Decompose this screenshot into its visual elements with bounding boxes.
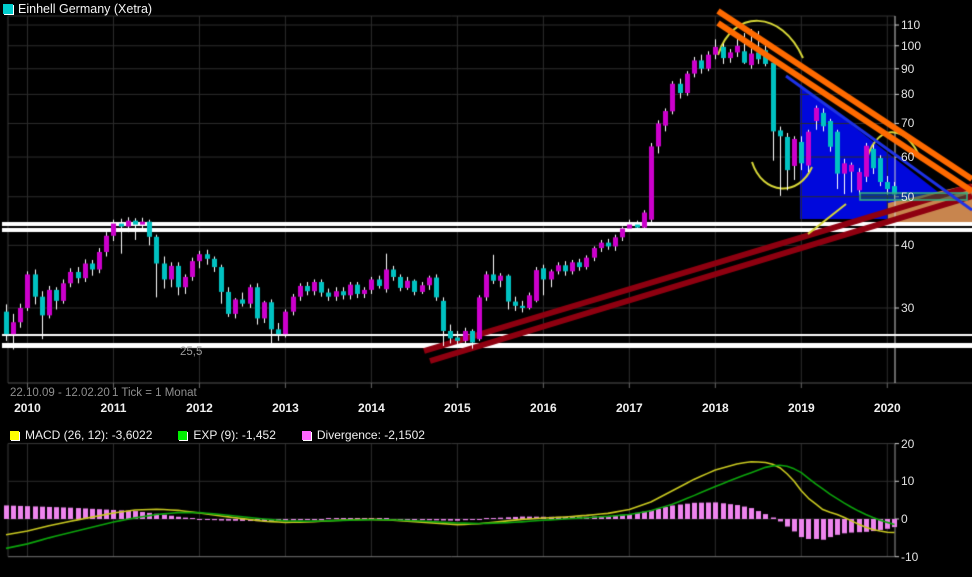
legend-exp-label: EXP (9): -1,452	[193, 428, 276, 442]
year-axis-label: 2020	[873, 401, 901, 415]
macd-swatch-icon	[10, 430, 19, 440]
date-range-label: 22.10.09 - 12.02.20	[10, 387, 110, 399]
year-axis-label: 2017	[615, 401, 643, 415]
tick-interval-label: 1 Tick = 1 Monat	[112, 387, 197, 399]
legend-item-macd: MACD (26, 12): -3,6022	[10, 428, 152, 442]
legend-item-exp: EXP (9): -1,452	[178, 428, 276, 442]
year-axis-label: 2016	[530, 401, 557, 415]
price-axis-label: 90	[901, 61, 915, 76]
macd-axis-label: -10	[901, 549, 919, 564]
macd-axis-label: 10	[901, 474, 915, 489]
year-axis-label: 2019	[787, 401, 815, 415]
price-axis-label: 40	[901, 238, 915, 253]
price-axis-label: 50	[901, 189, 915, 204]
instrument-marker-icon	[3, 4, 13, 14]
legend-macd-label: MACD (26, 12): -3,6022	[25, 428, 153, 442]
price-axis-label: 110	[901, 18, 921, 33]
year-axis-label: 2015	[444, 401, 471, 415]
macd-axis-label: 0	[901, 512, 908, 526]
price-axis-label: 80	[901, 87, 915, 102]
price-axis-label: 60	[901, 150, 915, 165]
year-axis-label: 2013	[272, 401, 299, 415]
exp-swatch-icon	[178, 430, 188, 440]
price-axis-label: 100	[901, 38, 922, 53]
legend-divergence-label: Divergence: -2,1502	[316, 428, 425, 442]
macd-legend: MACD (26, 12): -3,6022 EXP (9): -1,452 D…	[10, 428, 425, 442]
divergence-swatch-icon	[301, 430, 311, 440]
chart-title-bar: Einhell Germany (Xetra)	[3, 2, 152, 16]
year-axis-label: 2011	[100, 401, 127, 415]
price-axis-label: 30	[901, 301, 915, 315]
year-axis-label: 2014	[358, 401, 385, 415]
macd-axis-label: 20	[901, 436, 915, 451]
year-axis-label: 2010	[14, 401, 41, 415]
support-price-label: 25,5	[180, 346, 203, 358]
year-axis-label: 2012	[186, 401, 213, 415]
page-title: Einhell Germany (Xetra)	[18, 2, 153, 16]
year-axis-label: 2018	[701, 401, 729, 415]
price-axis-label: 70	[901, 116, 915, 131]
legend-item-divergence: Divergence: -2,1502	[301, 428, 425, 442]
